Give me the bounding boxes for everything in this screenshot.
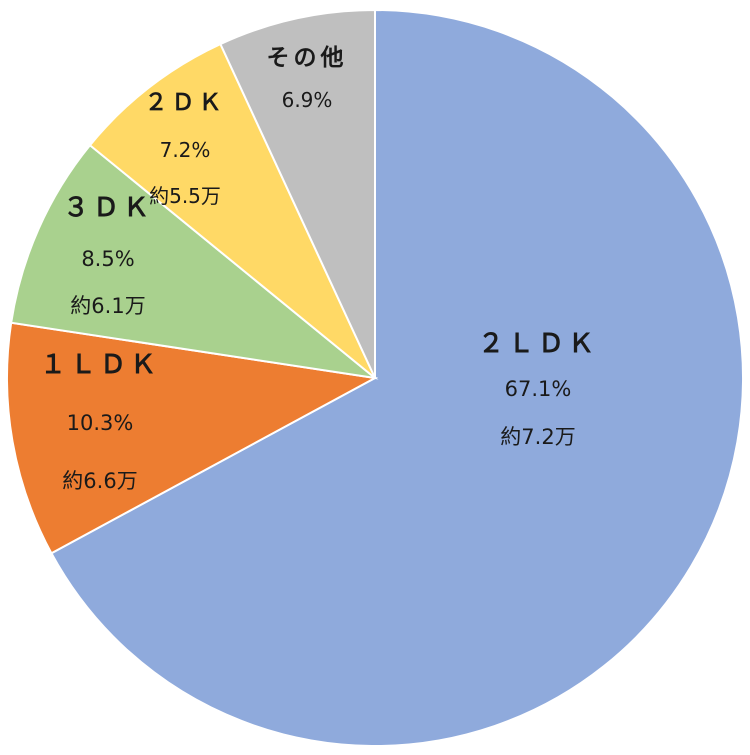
pie-slice-0 [50,8,744,747]
slice-price-label: 約6.6万 [62,469,137,493]
pie-slices [6,8,744,747]
slice-name-label: ２ＤＫ [145,90,226,116]
slice-name-label: １ＬＤＫ [40,350,160,380]
slice-percent-label: 7.2% [160,138,211,162]
slice-percent-label: 8.5% [81,247,134,271]
pie-slice-1 [6,321,379,555]
slice-price-label: 約7.2万 [500,425,575,449]
slice-percent-label: 6.9% [282,88,333,112]
slice-name-label: その他 [267,45,348,71]
slice-percent-label: 67.1% [505,377,572,401]
slice-price-label: 約6.1万 [70,294,145,318]
slice-price-label: 約5.5万 [149,184,221,208]
slice-percent-label: 10.3% [67,411,134,435]
slice-labels: ２ＬＤＫ 67.1% 約7.2万 １ＬＤＫ 10.3% 約6.6万 ３ＤＫ 8.5% 約6.1万… [40,45,598,493]
pie-slice-2 [10,143,379,380]
pie-slice-3 [88,42,376,379]
pie-slice-4 [219,8,376,379]
slice-name-label: ３ＤＫ [63,193,153,223]
slice-name-label: ２ＬＤＫ [478,329,598,359]
